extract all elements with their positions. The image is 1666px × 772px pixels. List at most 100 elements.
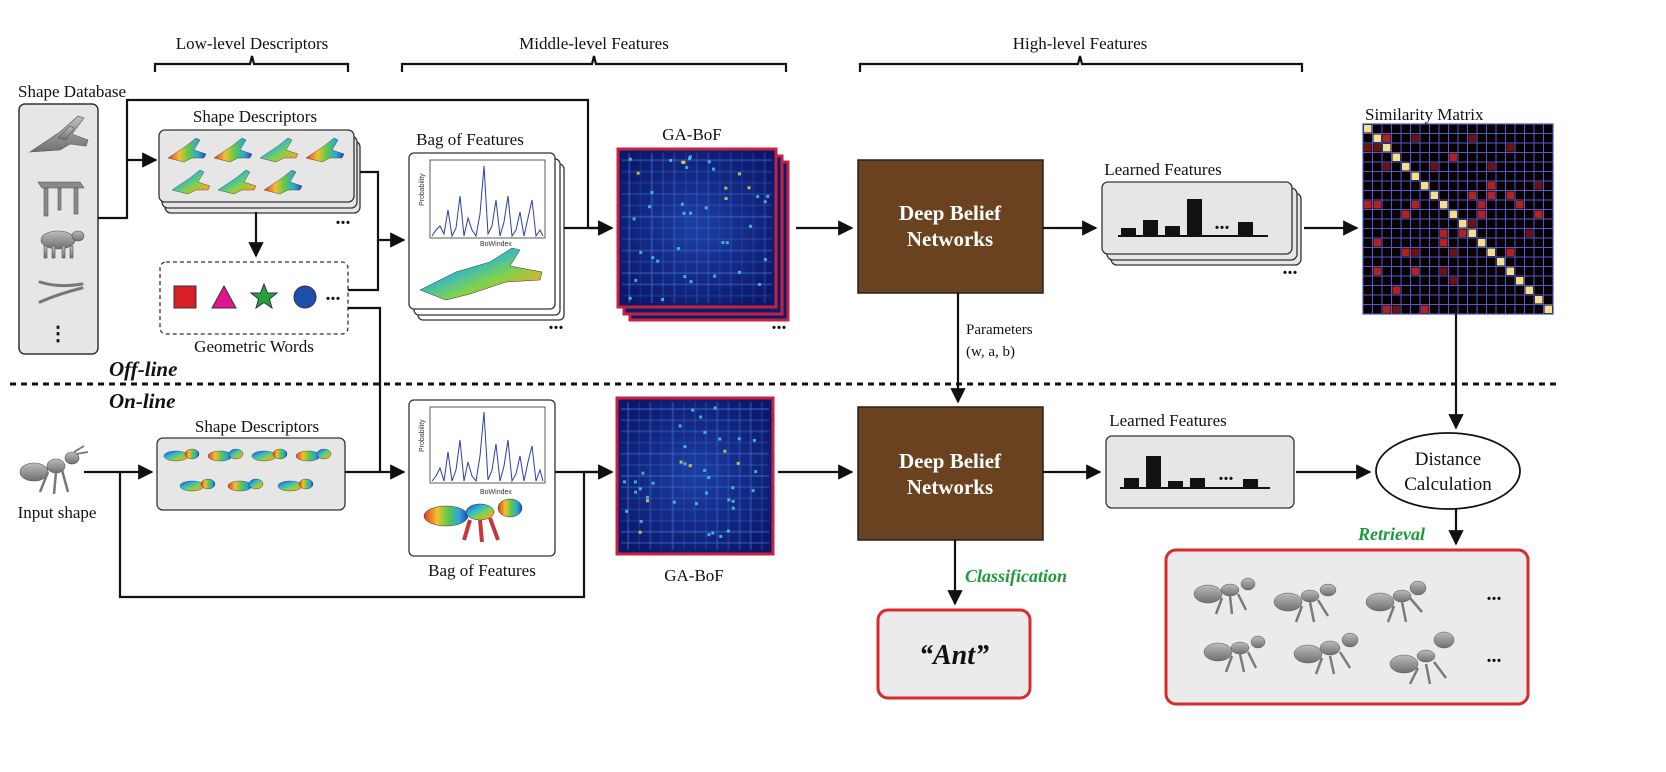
offline-learned-features-ellipsis: ... — [1283, 257, 1298, 279]
online-shape-descriptors-label: Shape Descriptors — [195, 417, 319, 436]
arrow-descriptors-to-bof — [360, 170, 406, 248]
brace-high — [858, 55, 1304, 72]
header-middle-level-label: Middle-level Features — [519, 34, 669, 53]
online-histogram-xlabel: BoWindex — [480, 489, 512, 496]
online-ga-bof-label: GA-BoF — [664, 566, 724, 585]
geometric-words-panel: ... — [159, 261, 349, 335]
offline-bag-of-features-label: Bag of Features — [416, 130, 524, 149]
retrieval-row1-ellipsis: ... — [1487, 583, 1502, 605]
header-low-level-label: Low-level Descriptors — [176, 34, 328, 53]
offline-bag-of-features-stack: Probability BoWindex ... — [408, 152, 565, 334]
arrow-words-to-online-bof — [348, 306, 382, 472]
header-low-level: Low-level Descriptors — [153, 34, 350, 72]
retrieval-results-box — [1164, 548, 1530, 706]
offline-dbn-block: Deep Belief Networks — [857, 159, 1044, 294]
online-shape-descriptors-box — [156, 437, 346, 511]
offline-learned-features-stack: ... ... — [1101, 181, 1302, 279]
offline-airplane-mesh — [419, 247, 543, 301]
header-high-level: High-level Features — [858, 34, 1304, 72]
online-shape-descriptors-panel — [156, 437, 346, 511]
online-ga-bof-panel — [615, 396, 775, 556]
cow-model-icon — [40, 230, 85, 259]
offline-dbn-label-line1: Deep Belief — [899, 201, 1002, 225]
similarity-matrix-panel — [1362, 123, 1554, 315]
online-dbn-box — [857, 406, 1044, 541]
parameters-label-line2: (w, a, b) — [966, 344, 1015, 360]
classification-result-box — [876, 608, 1032, 700]
brace-low — [153, 55, 350, 72]
online-flow-arrows — [84, 306, 1464, 606]
online-histogram-ylabel: Probability — [419, 419, 426, 452]
parameters-label-line1: Parameters — [966, 322, 1033, 338]
geometric-words-ellipsis: ... — [326, 283, 341, 305]
online-learned-features-panel: ... — [1105, 435, 1295, 509]
colored-airplane-descriptors — [167, 137, 345, 195]
geometric-words-box — [159, 261, 349, 335]
online-feature-bars-ellipsis: ... — [1219, 463, 1234, 485]
shape-database-box — [18, 103, 99, 355]
online-learned-features-label: Learned Features — [1109, 411, 1227, 430]
retrieval-row2-ellipsis: ... — [1487, 645, 1502, 667]
online-dbn-label-line1: Deep Belief — [899, 449, 1002, 473]
offline-ga-bof-label: GA-BoF — [662, 125, 722, 144]
online-bag-of-features-panel: Probability BoWindex — [408, 399, 556, 557]
online-learned-features-box — [1105, 435, 1295, 509]
online-ant-mesh — [423, 498, 523, 543]
online-ga-bof-heatmap — [615, 396, 775, 556]
offline-dbn-box — [857, 159, 1044, 294]
star-word-icon — [249, 282, 279, 310]
arrow-words-to-bof — [348, 240, 380, 292]
online-dbn-block: Deep Belief Networks — [857, 406, 1044, 541]
offline-flow-arrows — [98, 98, 1359, 292]
header-middle-level: Middle-level Features — [400, 34, 788, 72]
retrieval-results: ... ... — [1164, 548, 1530, 706]
offline-learned-features-label: Learned Features — [1104, 160, 1222, 179]
colored-ant-descriptors — [163, 448, 332, 492]
more-shapes-vertical-ellipsis: ⋮ — [48, 323, 68, 345]
input-shape-label: Input shape — [18, 503, 97, 522]
offline-feature-bars-ellipsis: ... — [1215, 212, 1230, 234]
header-high-level-label: High-level Features — [1013, 34, 1148, 53]
retrieved-ant-models — [1193, 577, 1455, 685]
offline-bof-ellipsis: ... — [549, 312, 564, 334]
airplane-model-icon — [28, 115, 89, 153]
distance-label-line1: Distance — [1415, 449, 1481, 470]
similarity-matrix-grid — [1362, 123, 1554, 315]
offline-histogram-xlabel: BoWindex — [480, 241, 512, 248]
offline-histogram-line — [431, 165, 544, 238]
pliers-model-icon — [38, 280, 84, 304]
similarity-matrix-label: Similarity Matrix — [1365, 105, 1484, 124]
offline-ga-bof-grid — [622, 153, 772, 303]
offline-shape-descriptors-stack: ... — [158, 129, 361, 229]
distance-calculation-ellipse — [1375, 432, 1521, 510]
classification-result-text: “Ant” — [919, 640, 989, 671]
classification-label: Classification — [965, 566, 1067, 586]
table-model-icon — [37, 181, 85, 217]
offline-shape-descriptors-label: Shape Descriptors — [193, 107, 317, 126]
classification-result: “Ant” — [876, 608, 1032, 700]
input-ant-shape-icon — [19, 445, 89, 495]
offline-shape-descriptors-box — [158, 129, 355, 203]
offline-ga-bof-ellipsis: ... — [772, 312, 787, 334]
distance-label-line2: Calculation — [1404, 474, 1492, 495]
brace-middle — [400, 55, 788, 72]
online-feature-bars — [1124, 456, 1258, 487]
distance-calculation-node: Distance Calculation — [1375, 432, 1521, 510]
offline-section-label: Off-line — [109, 357, 177, 381]
online-bag-of-features-label: Bag of Features — [428, 561, 536, 580]
retrieval-label: Retrieval — [1357, 524, 1425, 544]
arrow-database-to-descriptors — [98, 152, 158, 220]
circle-word-icon — [293, 285, 317, 309]
shape-database-label: Shape Database — [18, 82, 126, 101]
offline-ga-bof-stack: ... — [616, 147, 790, 334]
offline-histogram-ylabel: Probability — [419, 173, 426, 206]
online-histogram-line — [431, 411, 544, 483]
square-word-icon — [173, 285, 197, 309]
offline-ga-bof-heatmap — [616, 147, 778, 309]
online-ga-bof-grid — [621, 402, 769, 550]
triangle-word-icon — [211, 284, 237, 309]
online-dbn-label-line2: Networks — [907, 475, 993, 499]
offline-dbn-label-line2: Networks — [907, 227, 993, 251]
offline-feature-bars — [1121, 199, 1253, 235]
